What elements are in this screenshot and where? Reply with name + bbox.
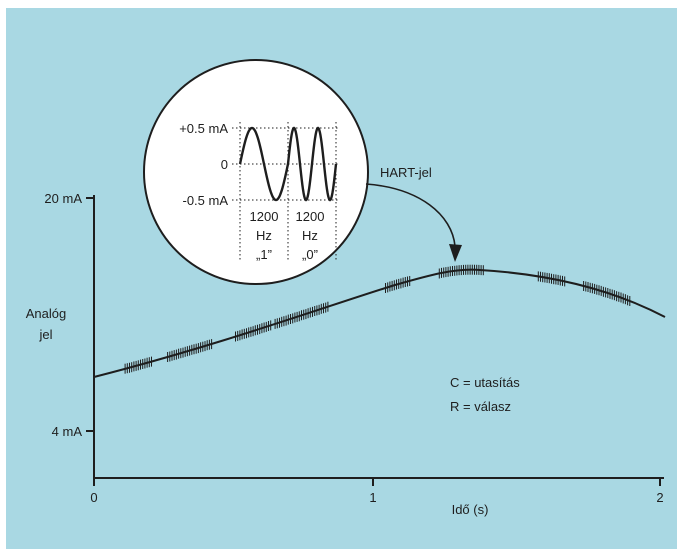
hart-burst-6 [438, 264, 484, 279]
hart-burst-5 [385, 276, 411, 293]
inset-amp-zero: 0 [221, 157, 228, 172]
legend-c: C = utasítás [450, 375, 520, 390]
hart-bursts [124, 264, 631, 374]
inset-circle [143, 59, 369, 285]
y-tick-label-20ma: 20 mA [44, 191, 82, 206]
analog-signal-curve [93, 268, 666, 378]
inset-sine-wave [238, 126, 338, 202]
hart-burst-3 [235, 320, 272, 342]
inset-amp-pos: +0.5 mA [179, 121, 228, 136]
inset-freq2-unit: Hz [302, 228, 318, 243]
x-tick-label-0: 0 [90, 490, 97, 505]
inset-amp-neg: -0.5 mA [182, 193, 228, 208]
y-axis-label-line1: Analóg [26, 306, 66, 321]
hart-label: HART-jel [380, 165, 432, 180]
x-tick-label-1: 1 [369, 490, 376, 505]
x-axis-label: Idő (s) [452, 502, 489, 517]
hart-pointer-arrow [365, 183, 456, 247]
hart-pointer-arrowhead [449, 244, 462, 262]
x-tick-label-2: 2 [656, 490, 663, 505]
hart-burst-1 [124, 356, 152, 374]
inset-freq1-unit: Hz [256, 228, 272, 243]
hart-burst-8 [583, 281, 631, 306]
inset-guides [232, 122, 338, 262]
y-tick-label-4ma: 4 mA [52, 424, 83, 439]
hart-burst-4 [274, 301, 329, 329]
hart-burst-2 [167, 339, 213, 362]
legend-r: R = válasz [450, 399, 511, 414]
inset-freq1-bit: „1” [256, 247, 272, 262]
background-panel [6, 8, 677, 549]
inset-freq2-value: 1200 [296, 209, 325, 224]
inset-freq2-bit: „0” [302, 247, 318, 262]
inset-freq1-value: 1200 [250, 209, 279, 224]
y-axis-label-line2: jel [38, 327, 52, 342]
hart-burst-7 [537, 271, 566, 287]
